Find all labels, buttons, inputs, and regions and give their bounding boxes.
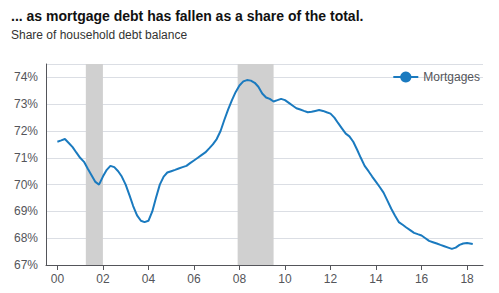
svg-text:69%: 69% (14, 204, 38, 218)
svg-text:71%: 71% (14, 151, 38, 165)
svg-text:14: 14 (369, 272, 383, 286)
svg-text:04: 04 (142, 272, 156, 286)
svg-text:73%: 73% (14, 97, 38, 111)
svg-text:00: 00 (51, 272, 65, 286)
svg-text:08: 08 (233, 272, 247, 286)
svg-text:74%: 74% (14, 70, 38, 84)
svg-text:67%: 67% (14, 258, 38, 272)
svg-text:72%: 72% (14, 124, 38, 138)
svg-text:... as mortgage debt has falle: ... as mortgage debt has fallen as a sha… (11, 8, 363, 24)
svg-text:Mortgages: Mortgages (423, 70, 480, 84)
svg-text:18: 18 (460, 272, 474, 286)
svg-text:70%: 70% (14, 178, 38, 192)
svg-text:06: 06 (187, 272, 201, 286)
svg-text:12: 12 (324, 272, 338, 286)
svg-text:16: 16 (415, 272, 429, 286)
svg-text:10: 10 (278, 272, 292, 286)
svg-text:Share of household debt balanc: Share of household debt balance (11, 28, 187, 42)
svg-text:68%: 68% (14, 231, 38, 245)
svg-text:02: 02 (96, 272, 110, 286)
